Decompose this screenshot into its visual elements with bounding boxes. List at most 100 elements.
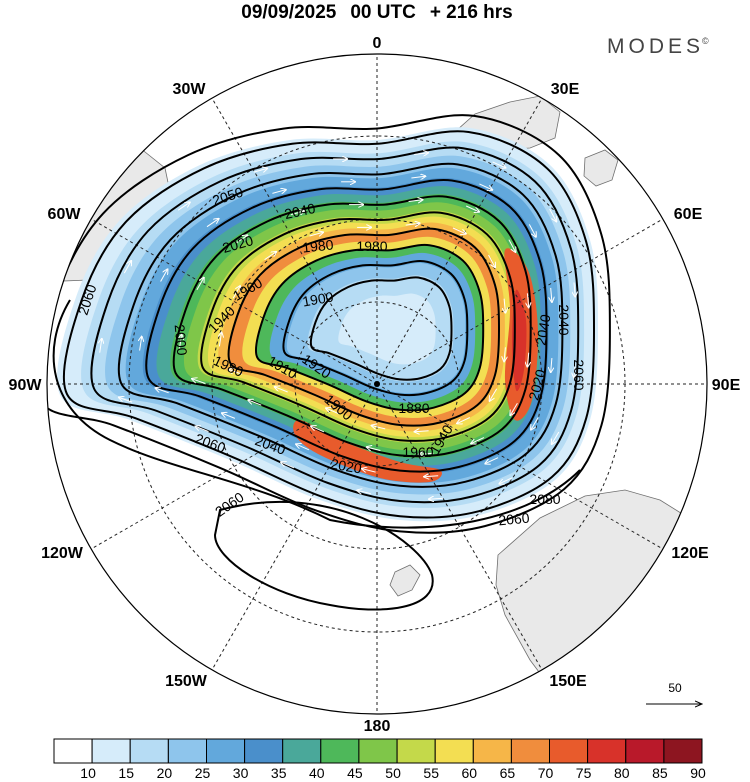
colorbar-tick-labels: 10 15 20 25 30 35 40 45 50 55 60 65 70 75 80 85 90 <box>80 765 706 781</box>
wind-vector-arrow <box>296 444 310 451</box>
colorbar-swatch <box>358 738 398 764</box>
wind-vectors <box>100 153 576 500</box>
wind-vector-arrow <box>490 388 498 401</box>
geopotential-contour <box>309 276 453 381</box>
colorbar-tick-label: 25 <box>195 765 211 781</box>
wind-vector-arrow <box>357 490 371 493</box>
contour-label: 2020 <box>525 367 549 401</box>
contour-label: 1900 <box>301 288 335 309</box>
contour-label: 1980 <box>302 236 335 255</box>
meridian-labels: 0 30E 60E 90E 120E 150E 180 150W 120W 90… <box>9 35 741 735</box>
wind-vector-arrow <box>457 417 471 424</box>
wind-vector-arrow <box>123 261 131 274</box>
wind-vector-arrow <box>196 278 204 291</box>
geopotential-contour <box>227 227 501 427</box>
wind-vector-arrow <box>531 417 539 430</box>
wind-vector-arrow <box>100 339 102 353</box>
wind-vector-arrow <box>551 287 552 302</box>
wind-vector-arrow <box>219 333 221 347</box>
contour-label-group: 1980 <box>356 238 387 254</box>
colorbar <box>53 738 703 764</box>
contour-label: 2080 <box>529 491 560 507</box>
contour-label: 2020 <box>329 455 363 476</box>
colorbar-tick-label: 45 <box>347 765 363 781</box>
wind-vector-arrow <box>424 476 439 477</box>
colorbar-tick-label: 60 <box>462 765 478 781</box>
wind-vector-arrow <box>229 370 243 375</box>
colorbar-swatch <box>320 738 360 764</box>
land-new-zealand <box>389 564 421 597</box>
wind-vector-arrow <box>160 269 168 282</box>
colorbar-tick-label: 75 <box>576 765 592 781</box>
colorbar-swatch <box>625 738 665 764</box>
wind-vector-arrow <box>206 219 219 228</box>
colorbar-swatch <box>53 738 93 764</box>
wind-vector-arrow <box>253 168 267 172</box>
colorbar-swatch <box>663 738 703 764</box>
contour-label-group: 1960 <box>402 444 433 460</box>
wind-vector-arrow <box>192 379 206 384</box>
colorbar-tick-label: 70 <box>538 765 554 781</box>
wind-vector-arrow <box>499 477 513 484</box>
modes-logo: MODES© <box>607 35 709 58</box>
wind-vector-arrow <box>508 239 516 252</box>
contour-label-group: 1900 <box>301 288 335 309</box>
contour-label-group: 2060 <box>498 510 531 529</box>
geopotential-contour <box>117 162 564 488</box>
wind-vector-arrow <box>492 161 506 168</box>
meridian-line <box>376 97 543 385</box>
wind-vector-arrow <box>479 183 492 190</box>
colorbar-tick-label: 55 <box>423 765 439 781</box>
lon-label-0: 0 <box>373 35 382 52</box>
lon-label-60e: 60E <box>674 206 703 223</box>
wind-vector-arrow <box>415 431 429 432</box>
wind-vector-arrow <box>405 223 420 225</box>
contour-label: 1880 <box>398 400 429 416</box>
wind-vector-arrow <box>326 408 340 415</box>
meridian-line <box>211 383 378 671</box>
wind-vector-arrow <box>311 426 325 433</box>
contour-label-group: 2040 <box>532 313 553 347</box>
geopotential-contours <box>47 114 611 611</box>
geopotential-contour <box>47 114 611 534</box>
colorbar-swatch <box>244 738 284 764</box>
colorbar-tick-label: 40 <box>309 765 325 781</box>
wind-vector-arrow <box>488 254 496 267</box>
contour-label-group: 1980 <box>302 236 335 255</box>
wind-vector-arrow <box>290 211 304 215</box>
contour-label-group: 2040 <box>283 200 317 222</box>
meridian-line <box>211 97 378 385</box>
wind-vector-arrow <box>414 153 428 155</box>
wind-speed-shading <box>57 127 598 522</box>
colorbar-swatch <box>396 738 436 764</box>
wind-vector-arrow <box>504 298 505 313</box>
geopotential-contour <box>145 178 548 473</box>
lon-label-90e: 90E <box>712 377 741 394</box>
contour-label: 2040 <box>556 304 572 335</box>
colorbar-tick-label: 35 <box>271 765 287 781</box>
wind-vector-arrow <box>281 462 295 469</box>
wind-vector-arrow <box>177 202 190 211</box>
geopotential-contour <box>172 195 532 458</box>
wind-vector-arrow <box>362 469 376 472</box>
colorbar-swatch <box>472 738 512 764</box>
contour-label-group: 2000 <box>172 324 191 357</box>
colorbar-tick-label: 50 <box>385 765 401 781</box>
wind-vector-arrow <box>140 337 142 351</box>
wind-vector-arrow <box>485 457 499 464</box>
contour-label: 1980 <box>356 238 387 254</box>
south-pole-marker <box>374 381 380 387</box>
colorbar-swatch <box>549 738 589 764</box>
vector-reference-label: 50 <box>668 681 682 695</box>
vector-reference: 50 <box>646 681 702 704</box>
wind-vector-arrow <box>156 388 169 394</box>
meridian-line <box>376 383 664 550</box>
geopotential-contour-2060-outer <box>52 299 581 529</box>
lon-label-60w: 60W <box>48 206 82 223</box>
wind-vector-arrow <box>510 402 518 415</box>
colorbar-swatch <box>91 738 131 764</box>
wind-vector-arrow <box>471 437 485 444</box>
wind-vector-arrow <box>527 352 528 367</box>
